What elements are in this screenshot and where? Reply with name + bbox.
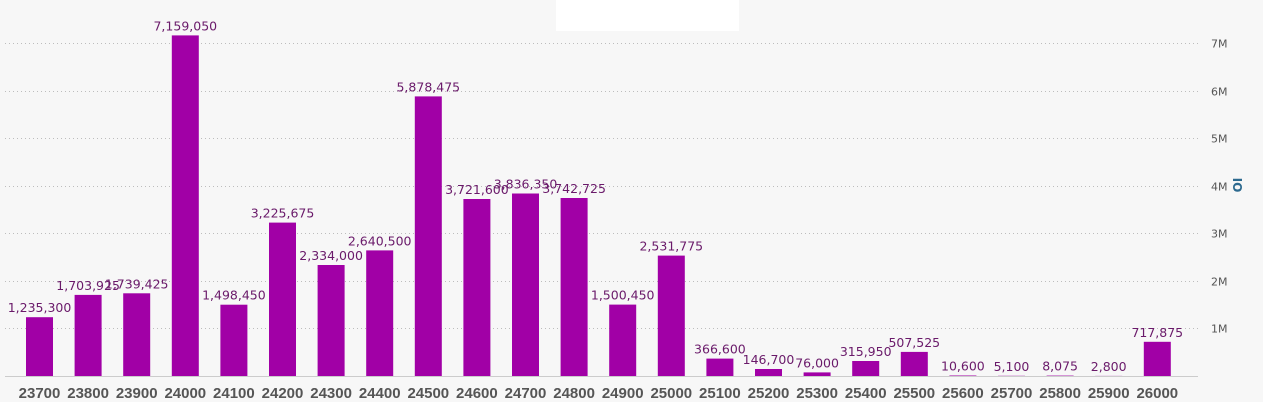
x-tick-label-24500: 24500 (407, 385, 449, 402)
x-tick-label-25700: 25700 (991, 385, 1033, 402)
y-tick-label: 5M (1211, 133, 1228, 146)
x-tick-label-24900: 24900 (602, 385, 644, 402)
bar-23900[interactable] (123, 293, 151, 376)
x-tick-label-25400: 25400 (845, 385, 887, 402)
data-label-24500: 5,878,475 (396, 79, 460, 94)
x-tick-label-24300: 24300 (310, 385, 352, 402)
y-axis-title: OI (1231, 178, 1245, 193)
x-tick-label-24400: 24400 (359, 385, 401, 402)
data-label-24700: 3,836,350 (494, 177, 558, 192)
data-label-24000: 7,159,050 (153, 18, 217, 33)
bar-24400[interactable] (366, 250, 394, 376)
x-tick-label-25000: 25000 (650, 385, 692, 402)
y-axis-ticks: 1M 2M 3M 4M 5M 6M 7M (1211, 38, 1228, 336)
x-tick-label-23700: 23700 (19, 385, 61, 402)
bar-24900[interactable] (609, 304, 637, 376)
x-tick-label-24000: 24000 (164, 385, 206, 402)
data-label-25000: 2,531,775 (639, 239, 703, 254)
bar-26000[interactable] (1143, 341, 1171, 376)
x-tick-label-23800: 23800 (67, 385, 109, 402)
data-label-25800: 8,075 (1042, 359, 1078, 374)
x-tick-label-25100: 25100 (699, 385, 741, 402)
bar-24100[interactable] (220, 304, 248, 376)
y-tick-label: 3M (1211, 228, 1228, 241)
data-label-25600: 10,600 (941, 359, 985, 374)
y-tick-label: 7M (1211, 38, 1228, 51)
bar-24700[interactable] (512, 193, 539, 377)
bars (26, 35, 1171, 377)
bar-23700[interactable] (26, 317, 53, 376)
bar-25400[interactable] (852, 361, 880, 376)
x-tick-label-25800: 25800 (1039, 385, 1081, 402)
data-label-23700: 1,235,300 (8, 300, 72, 315)
x-tick-label-25500: 25500 (893, 385, 935, 402)
y-tick-label: 6M (1211, 86, 1228, 99)
data-label-25300: 76,000 (795, 355, 839, 370)
data-label-25200: 146,700 (743, 352, 795, 367)
x-tick-label-24100: 24100 (213, 385, 255, 402)
y-tick-label: 4M (1211, 181, 1228, 194)
bar-24600[interactable] (463, 199, 491, 376)
x-tick-label-25600: 25600 (942, 385, 984, 402)
data-label-23800: 1,703,925 (56, 278, 120, 293)
data-label-25100: 366,600 (694, 342, 746, 357)
y-tick-label: 2M (1211, 276, 1228, 289)
data-label-24100: 1,498,450 (202, 288, 266, 303)
x-tick-label-24600: 24600 (456, 385, 498, 402)
bar-23800[interactable] (74, 294, 102, 376)
x-tick-label-25300: 25300 (796, 385, 838, 402)
bar-24500[interactable] (414, 96, 442, 377)
x-tick-label-25200: 25200 (748, 385, 790, 402)
data-label-24300: 2,334,000 (299, 248, 363, 263)
data-label-26000: 717,875 (1131, 325, 1183, 340)
bar-24200[interactable] (269, 222, 296, 376)
data-label-25700: 5,100 (994, 359, 1030, 374)
bar-24000[interactable] (171, 35, 199, 377)
x-tick-label-24700: 24700 (505, 385, 547, 402)
data-label-24400: 2,640,500 (348, 233, 412, 248)
data-label-25900: 2,800 (1091, 359, 1127, 374)
x-tick-label-23900: 23900 (116, 385, 158, 402)
bar-24800[interactable] (560, 198, 588, 376)
data-label-25500: 507,525 (888, 335, 940, 350)
grid-lines (5, 43, 1198, 377)
data-label-25400: 315,950 (840, 344, 892, 359)
data-label-24800: 3,742,725 (542, 181, 606, 196)
x-tick-label-24800: 24800 (553, 385, 595, 402)
x-tick-label-26000: 26000 (1136, 385, 1178, 402)
x-axis-ticks: 23700 23800 23900 24000 24100 24200 24300 24400… (19, 385, 1179, 402)
bar-25500[interactable] (900, 351, 928, 376)
x-tick-label-25900: 25900 (1088, 385, 1130, 402)
bar-24300[interactable] (317, 265, 345, 376)
data-label-24600: 3,721,600 (445, 182, 509, 197)
bar-25600[interactable] (949, 375, 977, 377)
white-overlay-patch (556, 0, 739, 31)
data-label-23900: 1,739,425 (105, 276, 169, 291)
data-label-24200: 3,225,675 (251, 206, 315, 221)
y-tick-label: 1M (1211, 323, 1228, 336)
bar-25200[interactable] (755, 369, 782, 376)
x-tick-label-24200: 24200 (262, 385, 304, 402)
bar-25000[interactable] (657, 255, 685, 376)
data-label-24900: 1,500,450 (591, 288, 655, 303)
bar-25300[interactable] (803, 372, 831, 376)
bar-25100[interactable] (706, 358, 734, 376)
